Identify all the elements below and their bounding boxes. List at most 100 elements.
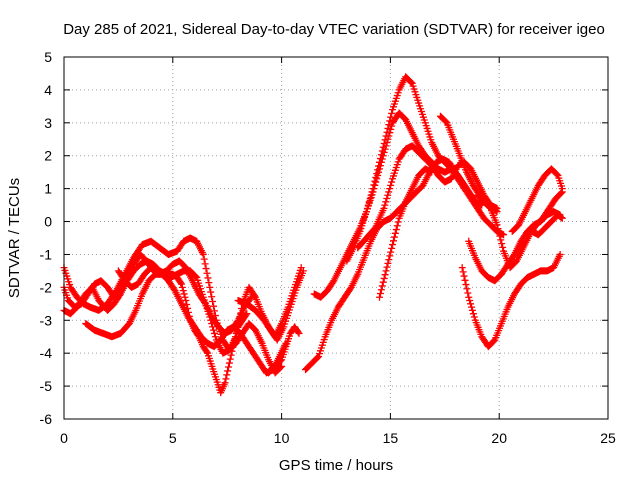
data-point	[378, 282, 386, 290]
data-point	[180, 290, 188, 298]
data-point	[557, 189, 565, 197]
data-point	[208, 293, 216, 301]
y-tick-label: 5	[44, 49, 52, 65]
data-point	[369, 185, 377, 193]
data-point	[210, 307, 218, 315]
x-tick-label: 20	[491, 430, 507, 446]
data-series	[473, 188, 566, 272]
data-point	[381, 271, 389, 279]
data-point	[368, 188, 376, 196]
data-point	[299, 267, 307, 275]
data-point	[232, 333, 240, 341]
data-point	[183, 300, 191, 308]
x-tick-label: 25	[600, 430, 616, 446]
y-tick-label: -1	[40, 246, 53, 262]
data-point	[233, 328, 241, 336]
data-point	[237, 309, 245, 317]
data-point	[182, 297, 190, 305]
data-point	[314, 353, 322, 361]
data-point	[470, 313, 478, 321]
x-tick-labels: 0 5 10 15 20 25	[60, 430, 616, 446]
data-point	[381, 201, 389, 209]
data-point	[251, 292, 259, 300]
data-point	[379, 278, 387, 286]
data-point	[391, 229, 399, 237]
data-point	[499, 243, 507, 251]
data-point	[363, 204, 371, 212]
data-point	[468, 303, 476, 311]
data-point	[223, 371, 231, 379]
grid-lines	[64, 57, 608, 419]
data-point	[210, 326, 218, 334]
y-tick-label: 2	[44, 148, 52, 164]
data-point	[222, 375, 230, 383]
data-point	[495, 228, 503, 236]
data-point	[295, 329, 303, 337]
data-point	[225, 359, 233, 367]
data-point	[178, 280, 186, 288]
data-series	[234, 267, 307, 344]
data-series	[343, 73, 508, 265]
data-point	[393, 222, 401, 230]
data-point	[373, 170, 381, 178]
data-point	[388, 178, 396, 186]
data-point	[388, 109, 396, 117]
data-point	[386, 185, 394, 193]
data-series	[354, 142, 501, 252]
data-series	[528, 211, 566, 239]
data-point	[556, 250, 564, 258]
data-point	[226, 355, 234, 363]
data-point	[494, 225, 502, 233]
data-point	[192, 273, 200, 281]
data-point	[211, 312, 219, 320]
data-point	[203, 269, 211, 277]
data-point	[468, 306, 476, 314]
data-point	[377, 151, 385, 159]
data-series	[376, 165, 436, 301]
y-tick-label: -4	[40, 345, 53, 361]
data-point	[227, 351, 235, 359]
data-point	[385, 121, 393, 129]
data-point	[392, 226, 400, 234]
data-point	[178, 283, 186, 291]
data-point	[428, 168, 436, 176]
data-point	[386, 252, 394, 260]
data-point	[379, 143, 387, 151]
data-point	[376, 293, 384, 301]
data-point	[246, 295, 254, 303]
data-point	[206, 283, 214, 291]
y-tick-label: 0	[44, 214, 52, 230]
data-point	[200, 255, 208, 263]
data-point	[205, 279, 213, 287]
data-series	[458, 250, 564, 351]
data-point	[386, 117, 394, 125]
data-point	[236, 314, 244, 322]
y-tick-labels: -6 -5 -4 -3 -2 -1 0 1 2 3 4 5	[40, 49, 53, 427]
data-point	[210, 329, 218, 337]
data-point	[558, 214, 566, 222]
data-point	[225, 363, 233, 371]
data-point	[203, 348, 211, 356]
data-points	[60, 73, 566, 397]
data-point	[390, 233, 398, 241]
data-point	[383, 195, 391, 203]
y-axis-title: SDTVAR / TECUs	[6, 178, 23, 298]
data-series	[436, 112, 490, 206]
data-point	[208, 320, 216, 328]
data-point	[181, 293, 189, 301]
data-point	[387, 248, 395, 256]
data-point	[407, 78, 415, 86]
y-tick-label: 4	[44, 82, 52, 98]
x-axis-title: GPS time / hours	[279, 457, 393, 474]
data-point	[388, 244, 396, 252]
data-point	[394, 218, 402, 226]
data-point	[464, 289, 472, 297]
data-point	[243, 310, 251, 318]
data-point	[381, 136, 389, 144]
data-point	[380, 204, 388, 212]
data-point	[201, 260, 209, 268]
data-point	[376, 155, 384, 163]
data-point	[380, 140, 388, 148]
data-point	[459, 268, 467, 276]
data-point	[383, 128, 391, 136]
